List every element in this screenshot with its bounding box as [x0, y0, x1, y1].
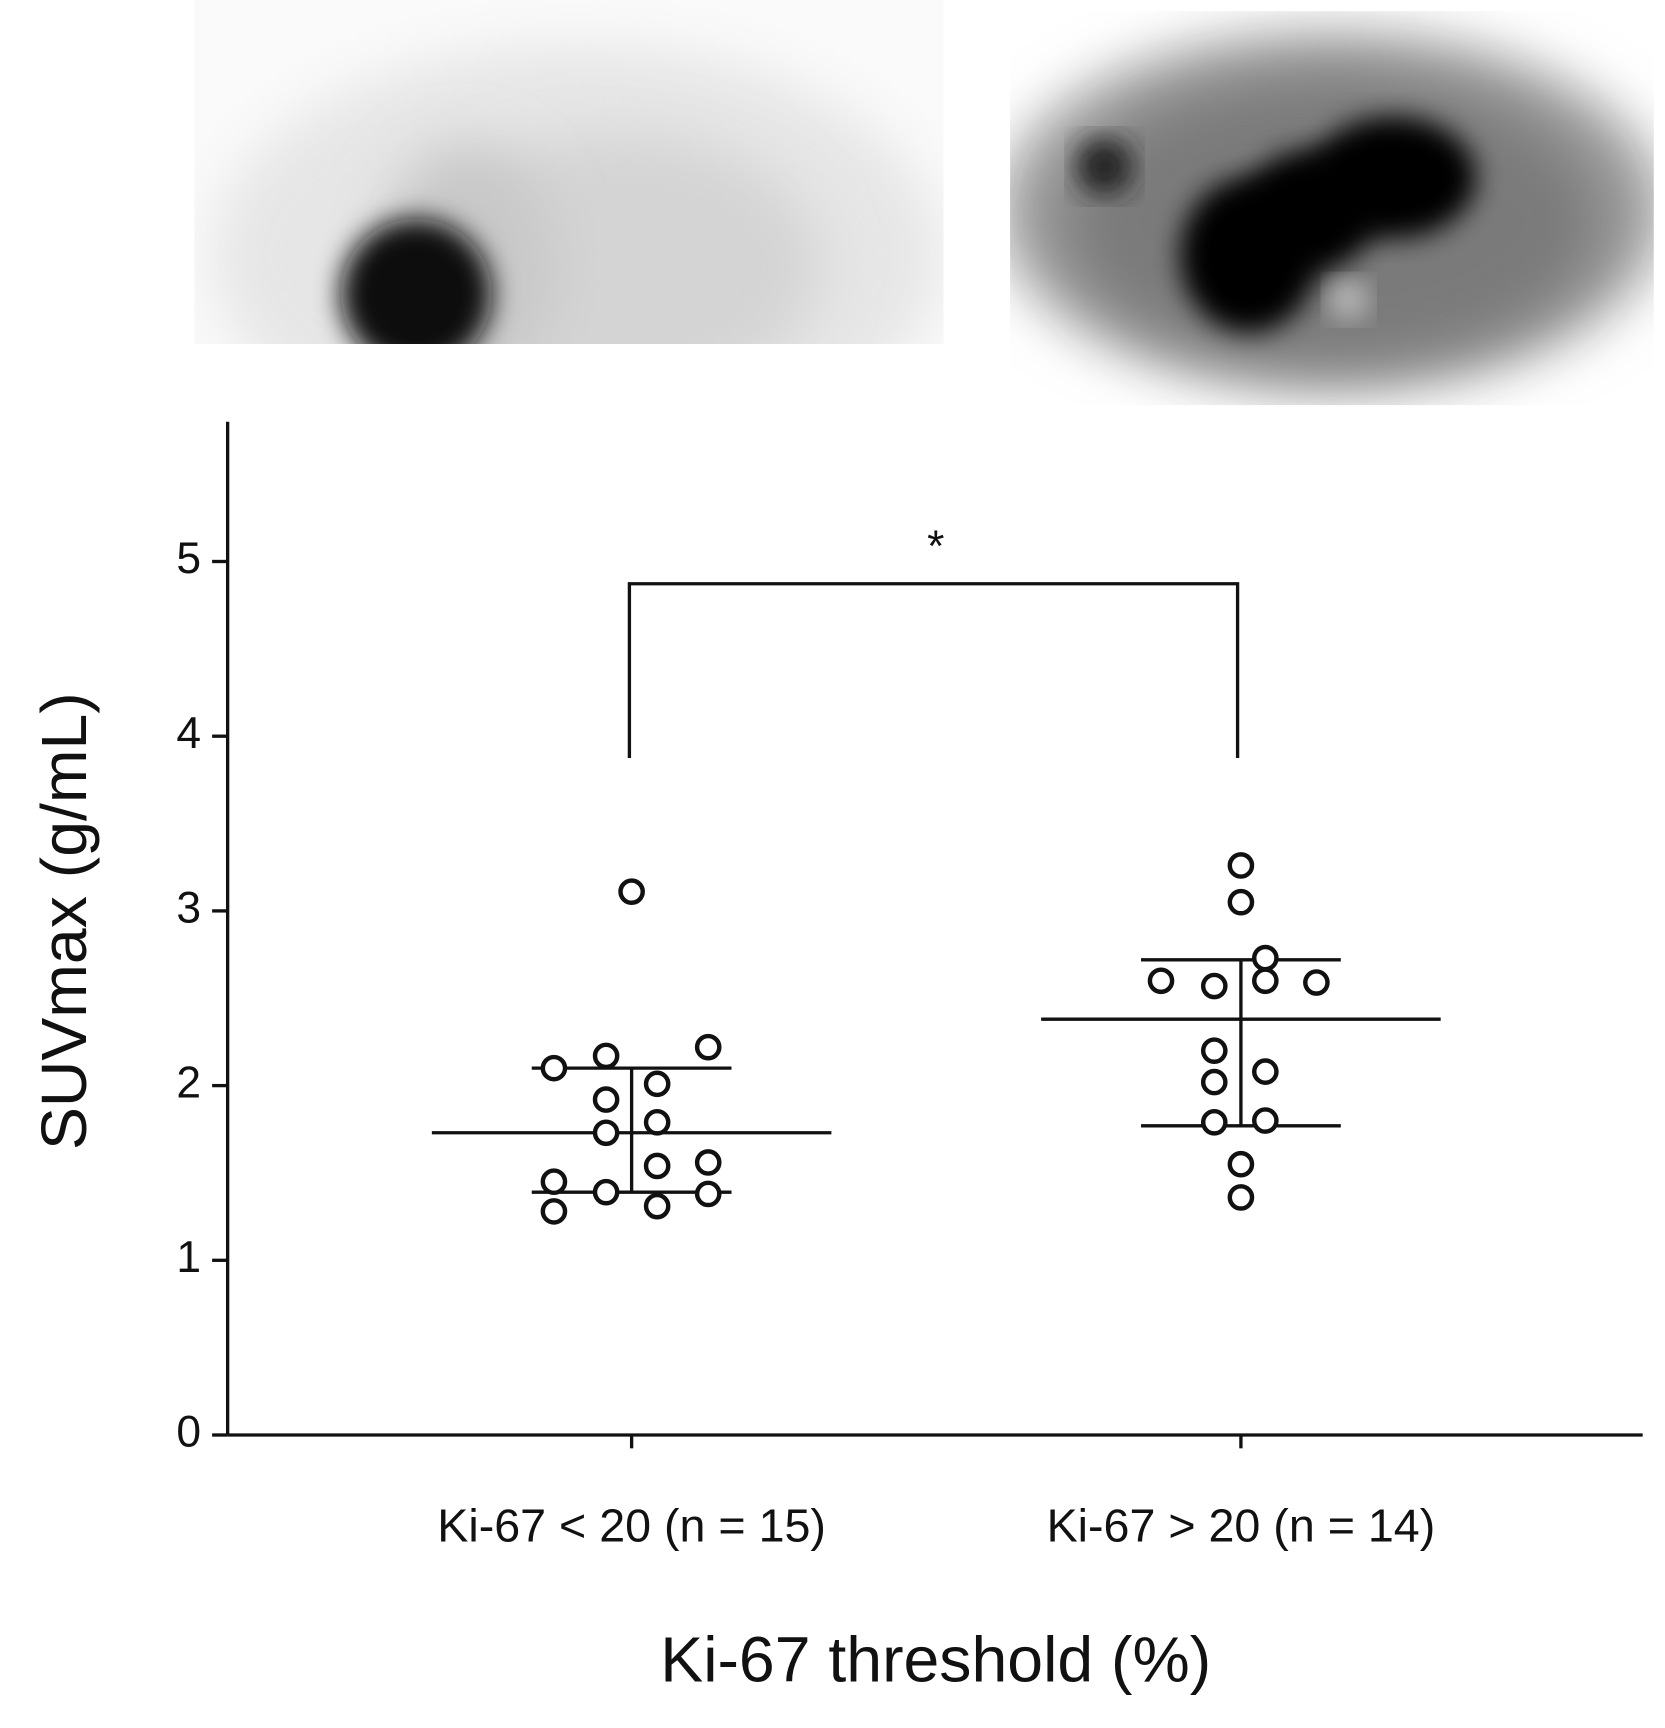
data-point: [1200, 972, 1228, 1000]
y-tick-label: 0: [176, 1408, 201, 1457]
data-point: [618, 878, 645, 906]
data-point: [1147, 967, 1175, 995]
data-point: [694, 1149, 722, 1176]
significance-marker: *: [927, 522, 944, 571]
data-point: [1227, 1184, 1255, 1211]
data-point: [1227, 1150, 1255, 1178]
data-point: [1200, 1037, 1228, 1064]
x-axis-label: Ki-67 threshold (%): [660, 1624, 1211, 1696]
data-point: [643, 1152, 671, 1180]
data-point: [1252, 967, 1279, 995]
data-point: [592, 1178, 620, 1206]
data-point: [1227, 888, 1255, 916]
data-point: [540, 1054, 568, 1082]
data-point: [1252, 1058, 1279, 1085]
data-point: [1227, 852, 1255, 879]
y-axis-label: SUVmax (g/mL): [28, 692, 100, 1150]
pet-image-left: [194, 0, 944, 345]
data-point: [694, 1180, 722, 1208]
data-point: [540, 1198, 568, 1225]
data-point: [1252, 1107, 1279, 1134]
pet-image-right: [1010, 11, 1654, 406]
data-point: [1303, 969, 1330, 996]
significance-bracket: [627, 582, 1240, 759]
data-point: [643, 1192, 671, 1220]
data-point: [1200, 1068, 1228, 1096]
data-point: [592, 1086, 620, 1113]
y-tick-label: 1: [176, 1233, 201, 1282]
data-point: [592, 1119, 620, 1147]
data-point: [592, 1042, 620, 1070]
x-tick-label: Ki-67 > 20 (n = 14): [1047, 1500, 1436, 1552]
y-tick-label: 5: [176, 534, 201, 583]
y-tick-label: 3: [176, 884, 201, 933]
x-tick-label: Ki-67 < 20 (n = 15): [437, 1500, 826, 1552]
data-point: [643, 1108, 671, 1136]
data-point: [1200, 1108, 1228, 1136]
y-tick-label: 4: [176, 709, 201, 758]
data-point: [694, 1033, 722, 1061]
data-point: [1252, 944, 1279, 972]
data-point: [643, 1070, 671, 1098]
data-point: [540, 1168, 568, 1196]
y-tick-label: 2: [176, 1058, 201, 1107]
